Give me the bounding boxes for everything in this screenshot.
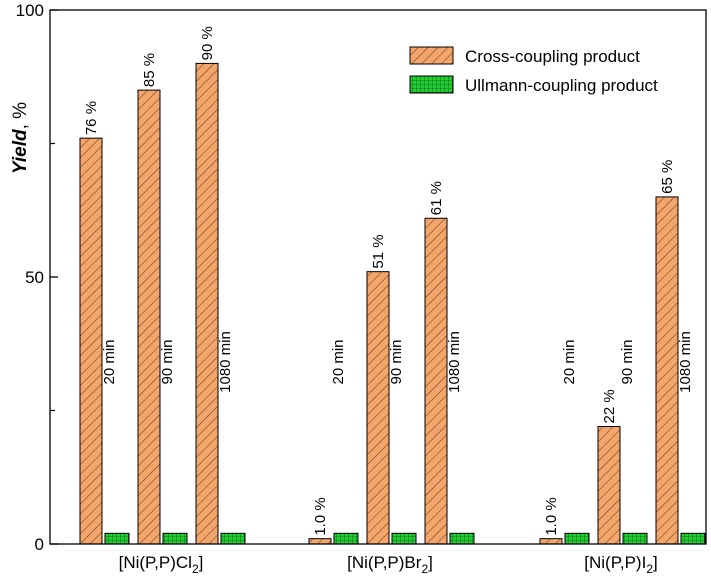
value-label-3-3: 65 % — [659, 160, 676, 194]
y-tick-label-100: 100 — [16, 1, 44, 20]
value-label-1-2: 85 % — [141, 53, 158, 87]
bar-cross-3-3 — [655, 196, 679, 545]
bar-cross-2-3 — [424, 217, 448, 545]
y-axis-label: Yield, % — [10, 102, 31, 174]
value-label-2-2: 51 % — [370, 234, 387, 268]
bar-ullmann-3-2 — [622, 532, 648, 545]
time-label-1-2: 90 min — [159, 339, 176, 384]
bar-cross-2-2 — [366, 271, 390, 545]
time-label-2-2: 90 min — [388, 339, 405, 384]
legend: Cross-coupling product Ullmann-coupling … — [409, 46, 658, 95]
bar-ullmann-1-1 — [104, 532, 130, 545]
value-label-3-1: 1.0 % — [543, 497, 560, 535]
category-label-1: [Ni(P,P)Cl2] — [119, 553, 204, 576]
y-tick-label-50: 50 — [25, 268, 44, 287]
value-label-1-1: 76 % — [83, 101, 100, 135]
legend-swatch-cross — [409, 46, 454, 65]
time-label-1-1: 20 min — [101, 339, 118, 384]
bar-cross-1-1 — [79, 137, 103, 545]
legend-label-ullmann: Ullmann-coupling product — [465, 76, 658, 95]
bar-ullmann-2-2 — [391, 532, 417, 545]
y-tick-label-0: 0 — [35, 535, 44, 554]
bar-cross-1-2 — [137, 89, 161, 545]
time-label-2-1: 20 min — [330, 339, 347, 384]
time-label-3-3: 1080 min — [677, 331, 694, 393]
value-label-2-1: 1.0 % — [312, 497, 329, 535]
value-label-3-2: 22 % — [601, 389, 618, 423]
bar-ullmann-3-1 — [564, 532, 590, 545]
time-label-3-1: 20 min — [561, 339, 578, 384]
bar-ullmann-1-2 — [162, 532, 188, 545]
category-label-2: [Ni(P,P)Br2] — [347, 553, 433, 576]
bar-cross-3-1 — [539, 538, 563, 545]
bar-ullmann-1-3 — [220, 532, 246, 545]
bar-cross-2-1 — [308, 538, 332, 545]
legend-label-cross: Cross-coupling product — [465, 47, 640, 66]
time-label-2-3: 1080 min — [446, 331, 463, 393]
y-axis-label-unit: , % — [10, 102, 31, 130]
time-label-3-2: 90 min — [619, 339, 636, 384]
value-label-2-3: 61 % — [428, 181, 445, 215]
bar-ullmann-2-3 — [449, 532, 475, 545]
bar-ullmann-2-1 — [333, 532, 359, 545]
bar-cross-3-2 — [597, 426, 621, 545]
bar-ullmann-3-3 — [680, 532, 706, 545]
y-axis-label-italic: Yield — [10, 129, 31, 174]
value-label-1-3: 90 % — [199, 26, 216, 60]
time-label-1-3: 1080 min — [217, 331, 234, 393]
category-label-3: [Ni(P,P)I2] — [584, 553, 657, 576]
bar-cross-1-3 — [195, 62, 219, 545]
legend-swatch-ullmann — [409, 75, 454, 94]
